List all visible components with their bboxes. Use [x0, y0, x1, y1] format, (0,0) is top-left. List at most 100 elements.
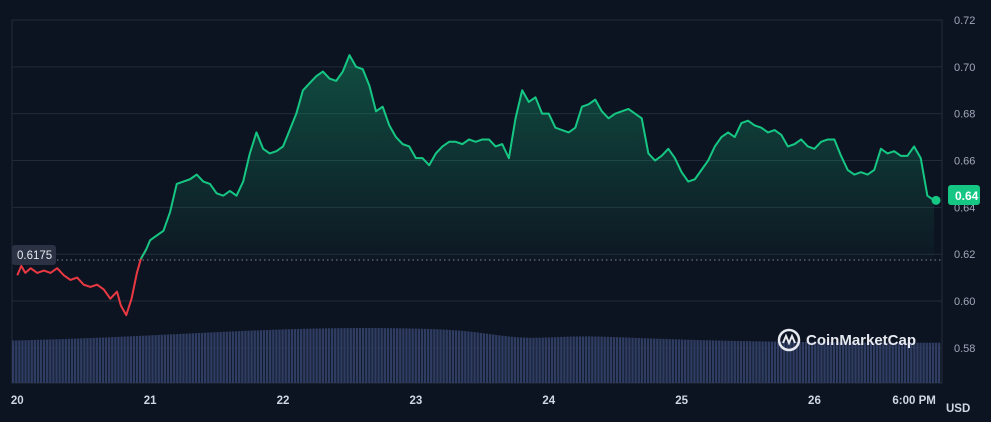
volume-bar	[365, 328, 368, 383]
volume-bar	[928, 342, 932, 383]
volume-bar	[315, 328, 318, 383]
y-axis: 0.58 0.60 0.62 0.64 0.66 0.68 0.70 0.72	[954, 15, 975, 355]
volume-bar	[114, 336, 117, 383]
volume-bar	[188, 333, 191, 383]
watermark-text: CoinMarketCap	[806, 332, 916, 349]
volume-bar	[18, 340, 21, 383]
volume-bar	[538, 337, 541, 383]
volume-bar	[910, 342, 913, 383]
volume-bar	[634, 337, 637, 383]
volume-bar	[473, 332, 476, 383]
volume-bar	[426, 328, 430, 383]
volume-bar	[504, 336, 507, 383]
volume-bar	[355, 328, 359, 383]
volume-bar	[464, 331, 467, 383]
volume-bar	[169, 334, 173, 383]
volume-bar	[934, 342, 938, 383]
volume-bar	[33, 339, 36, 383]
volume-bar	[891, 342, 894, 383]
volume-bar	[269, 329, 272, 383]
volume-bar	[798, 341, 801, 383]
volume-bar	[191, 333, 194, 383]
volume-bar	[742, 341, 746, 383]
volume-bar	[445, 329, 448, 383]
volume-bar	[476, 332, 479, 383]
y-tick-label: 0.64	[954, 202, 975, 214]
volume-bar	[588, 336, 591, 383]
volume-bar	[786, 341, 789, 383]
volume-bar	[73, 338, 77, 383]
volume-bar	[829, 342, 832, 383]
volume-bar	[39, 339, 43, 383]
volume-bar	[572, 336, 575, 383]
volume-bar	[711, 340, 715, 383]
volume-bar	[461, 330, 464, 383]
volume-bar	[560, 336, 563, 383]
price-area	[140, 55, 935, 261]
volume-bar	[80, 338, 83, 383]
volume-bar	[138, 335, 142, 383]
volume-bar	[749, 341, 752, 383]
volume-bar	[204, 332, 207, 383]
volume-bar	[872, 342, 876, 383]
volume-bar	[399, 328, 402, 383]
x-tick-label: 20	[11, 395, 24, 407]
volume-bar	[569, 336, 572, 383]
volume-bar	[383, 328, 386, 383]
coinmarketcap-watermark: CoinMarketCap	[777, 328, 916, 352]
volume-bar	[151, 335, 154, 383]
volume-bar	[371, 328, 374, 383]
volume-bar	[715, 340, 718, 383]
volume-bar	[15, 340, 18, 383]
volume-bar	[135, 335, 139, 383]
volume-bar	[309, 328, 312, 383]
volume-bar	[869, 342, 873, 383]
volume-bar	[699, 340, 702, 383]
volume-bar	[795, 341, 798, 383]
volume-bar	[117, 336, 120, 383]
volume-bar	[671, 339, 674, 383]
volume-bar	[857, 342, 860, 383]
volume-bar	[30, 340, 33, 383]
volume-bar	[656, 338, 659, 383]
volume-bar	[581, 336, 585, 383]
volume-bar	[324, 328, 328, 383]
volume-bar	[863, 342, 866, 383]
volume-bar	[451, 330, 455, 383]
volume-bar	[303, 328, 306, 383]
volume-bar	[584, 336, 588, 383]
volume-bar	[132, 336, 136, 383]
volume-bar	[811, 342, 814, 383]
volume-bar	[482, 333, 486, 383]
volume-bar	[247, 330, 250, 383]
volume-bar	[67, 338, 71, 383]
volume-bar	[330, 328, 334, 383]
volume-bar	[900, 342, 904, 383]
volume-bar	[643, 338, 647, 383]
volume-bar	[773, 341, 777, 383]
volume-bar	[789, 341, 792, 383]
volume-bars	[12, 328, 941, 383]
volume-bar	[578, 336, 582, 383]
volume-bar	[430, 329, 433, 383]
volume-bar	[838, 342, 842, 383]
volume-bar	[231, 331, 235, 383]
volume-bar	[312, 328, 315, 383]
volume-bar	[101, 337, 105, 383]
volume-bar	[55, 339, 58, 383]
volume-bar	[361, 328, 365, 383]
volume-bar	[591, 336, 594, 383]
volume-bar	[284, 329, 287, 383]
volume-bar	[182, 333, 185, 383]
volume-bar	[389, 328, 393, 383]
volume-bar	[259, 330, 263, 383]
volume-bar	[250, 330, 253, 383]
y-tick-label: 0.66	[954, 156, 975, 168]
volume-bar	[27, 340, 30, 383]
volume-bar	[690, 339, 693, 383]
volume-bar	[377, 328, 380, 383]
volume-bar	[938, 342, 941, 383]
x-tick-label: 23	[409, 395, 422, 407]
x-tick-label: 26	[808, 395, 821, 407]
